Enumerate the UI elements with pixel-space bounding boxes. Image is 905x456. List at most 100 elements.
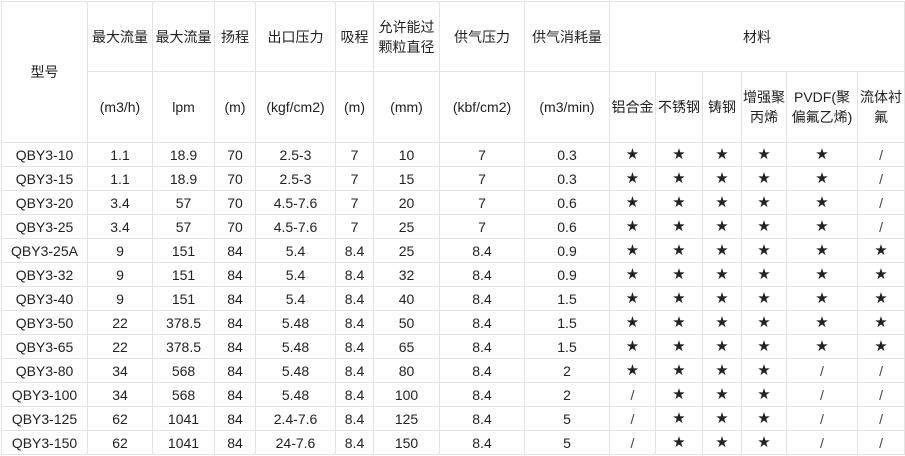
table-cell: 84 xyxy=(214,382,256,407)
material-mark-cell: ★ xyxy=(609,334,656,359)
material-mark-cell: / xyxy=(856,142,905,167)
table-cell: 8.4 xyxy=(439,310,525,335)
table-cell: 7 xyxy=(335,166,374,191)
material-mark-cell: ★ xyxy=(655,430,703,455)
table-cell: 5 xyxy=(524,430,610,455)
table-cell: 8.4 xyxy=(335,430,374,455)
table-cell: 10 xyxy=(373,142,440,167)
material-mark-cell: ★ xyxy=(702,430,742,455)
table-cell: 151 xyxy=(152,286,215,311)
table-cell: 84 xyxy=(214,430,256,455)
material-mark-cell: / xyxy=(856,214,905,239)
table-cell: 7 xyxy=(439,214,525,239)
table-row: QBY3-100 34 568 84 5.48 8.4 100 8.4 2/★ ★ ★ / / xyxy=(1,382,905,407)
table-cell: 57 xyxy=(152,190,215,215)
material-mark-cell: ★ xyxy=(655,406,703,431)
material-mark-cell: / xyxy=(609,406,656,431)
table-cell: 15 xyxy=(373,166,440,191)
table-cell: 9 xyxy=(87,262,153,287)
table-cell: 50 xyxy=(373,310,440,335)
material-mark-cell: / xyxy=(856,190,905,215)
material-mark-cell: ★ xyxy=(741,382,787,407)
material-mark-cell: ★ xyxy=(609,166,656,191)
material-mark-cell: ★ xyxy=(702,406,742,431)
material-header: 不锈钢 xyxy=(655,71,703,143)
material-mark-cell: ★ xyxy=(786,262,858,287)
table-cell: 9 xyxy=(87,238,153,263)
model-cell: QBY3-150 xyxy=(1,430,88,455)
table-cell: 0.9 xyxy=(524,238,610,263)
material-mark-cell: ★ xyxy=(609,358,656,383)
table-row: QBY3-40 9 151 84 5.4 8.4 40 8.4 1.5 ★ ★ ★ ★ ★ ★ xyxy=(1,286,905,311)
material-mark-cell: / xyxy=(856,358,905,383)
table-row: QBY3-50 22 378.5 84 5.48 8.4 50 8.4 1.5 ★ ★ ★ ★ ★ ★ xyxy=(1,310,905,335)
material-mark-cell: ★ xyxy=(655,310,703,335)
material-mark-cell: ★ xyxy=(702,142,742,167)
material-mark-cell: ★ xyxy=(609,238,656,263)
table-cell: 5.4 xyxy=(255,238,336,263)
table-cell: 0.6 xyxy=(524,214,610,239)
table-cell: 22 xyxy=(87,334,153,359)
table-cell: 7 xyxy=(335,214,374,239)
table-cell: 20 xyxy=(373,190,440,215)
material-mark-cell: ★ xyxy=(655,142,703,167)
material-mark-cell: ★ xyxy=(702,358,742,383)
material-mark-cell: ★ xyxy=(609,142,656,167)
table-cell: 7 xyxy=(335,142,374,167)
column-header-unit: (m) xyxy=(335,71,374,143)
material-mark-cell: ★ xyxy=(702,334,742,359)
material-mark-cell: ★ xyxy=(786,334,858,359)
material-header: 铸钢 xyxy=(702,71,742,143)
table-cell: 378.5 xyxy=(152,310,215,335)
material-mark-cell: ★ xyxy=(786,310,858,335)
table-row: QBY3-15 1.1 18.9 70 2.5-3 7 15 7 0.3 ★ ★ ★ ★ ★ / xyxy=(1,166,905,191)
table-cell: 80 xyxy=(373,358,440,383)
table-row: QBY3-10 1.1 18.9 70 2.5-3 7 10 7 0.3 ★ ★ ★ ★ ★ / xyxy=(1,142,905,167)
table-cell: 1041 xyxy=(152,406,215,431)
table-row: QBY3-125 62 1041 84 2.4-7.6 8.4 125 8.4 5/★ ★ ★ / / xyxy=(1,406,905,431)
table-cell: 34 xyxy=(87,382,153,407)
material-mark-cell: ★ xyxy=(655,166,703,191)
table-cell: 378.5 xyxy=(152,334,215,359)
material-mark-cell: / xyxy=(856,166,905,191)
table-cell: 8.4 xyxy=(335,262,374,287)
table-cell: 5.4 xyxy=(255,286,336,311)
material-mark-cell: ★ xyxy=(786,142,858,167)
table-cell: 24-7.6 xyxy=(255,430,336,455)
material-mark-cell: ★ xyxy=(786,166,858,191)
material-mark-cell: ★ xyxy=(655,238,703,263)
table-cell: 18.9 xyxy=(152,142,215,167)
table-cell: 70 xyxy=(214,214,256,239)
material-mark-cell: / xyxy=(786,358,858,383)
table-cell: 84 xyxy=(214,358,256,383)
table-cell: 70 xyxy=(214,166,256,191)
table-cell: 0.3 xyxy=(524,166,610,191)
table-cell: 8.4 xyxy=(335,334,374,359)
material-mark-cell: / xyxy=(856,382,905,407)
table-cell: 8.4 xyxy=(439,406,525,431)
table-cell: 84 xyxy=(214,286,256,311)
material-mark-cell: ★ xyxy=(741,262,787,287)
material-mark-cell: ★ xyxy=(741,238,787,263)
table-cell: 8.4 xyxy=(335,382,374,407)
column-header-title: 出口压力 xyxy=(255,1,336,72)
table-cell: 7 xyxy=(439,190,525,215)
table-cell: 7 xyxy=(335,190,374,215)
column-header-title: 供气消耗量 xyxy=(524,1,610,72)
material-mark-cell: / xyxy=(609,382,656,407)
column-header-unit: (m) xyxy=(214,71,256,143)
table-cell: 0.6 xyxy=(524,190,610,215)
table-cell: 3.4 xyxy=(87,190,153,215)
model-cell: QBY3-25 xyxy=(1,214,88,239)
material-mark-cell: ★ xyxy=(786,238,858,263)
material-mark-cell: / xyxy=(856,406,905,431)
table-cell: 1.5 xyxy=(524,310,610,335)
table-cell: 62 xyxy=(87,406,153,431)
table-cell: 5.4 xyxy=(255,262,336,287)
model-cell: QBY3-15 xyxy=(1,166,88,191)
table-cell: 8.4 xyxy=(335,310,374,335)
column-header-unit: (mm) xyxy=(373,71,440,143)
table-cell: 568 xyxy=(152,358,215,383)
model-cell: QBY3-20 xyxy=(1,190,88,215)
